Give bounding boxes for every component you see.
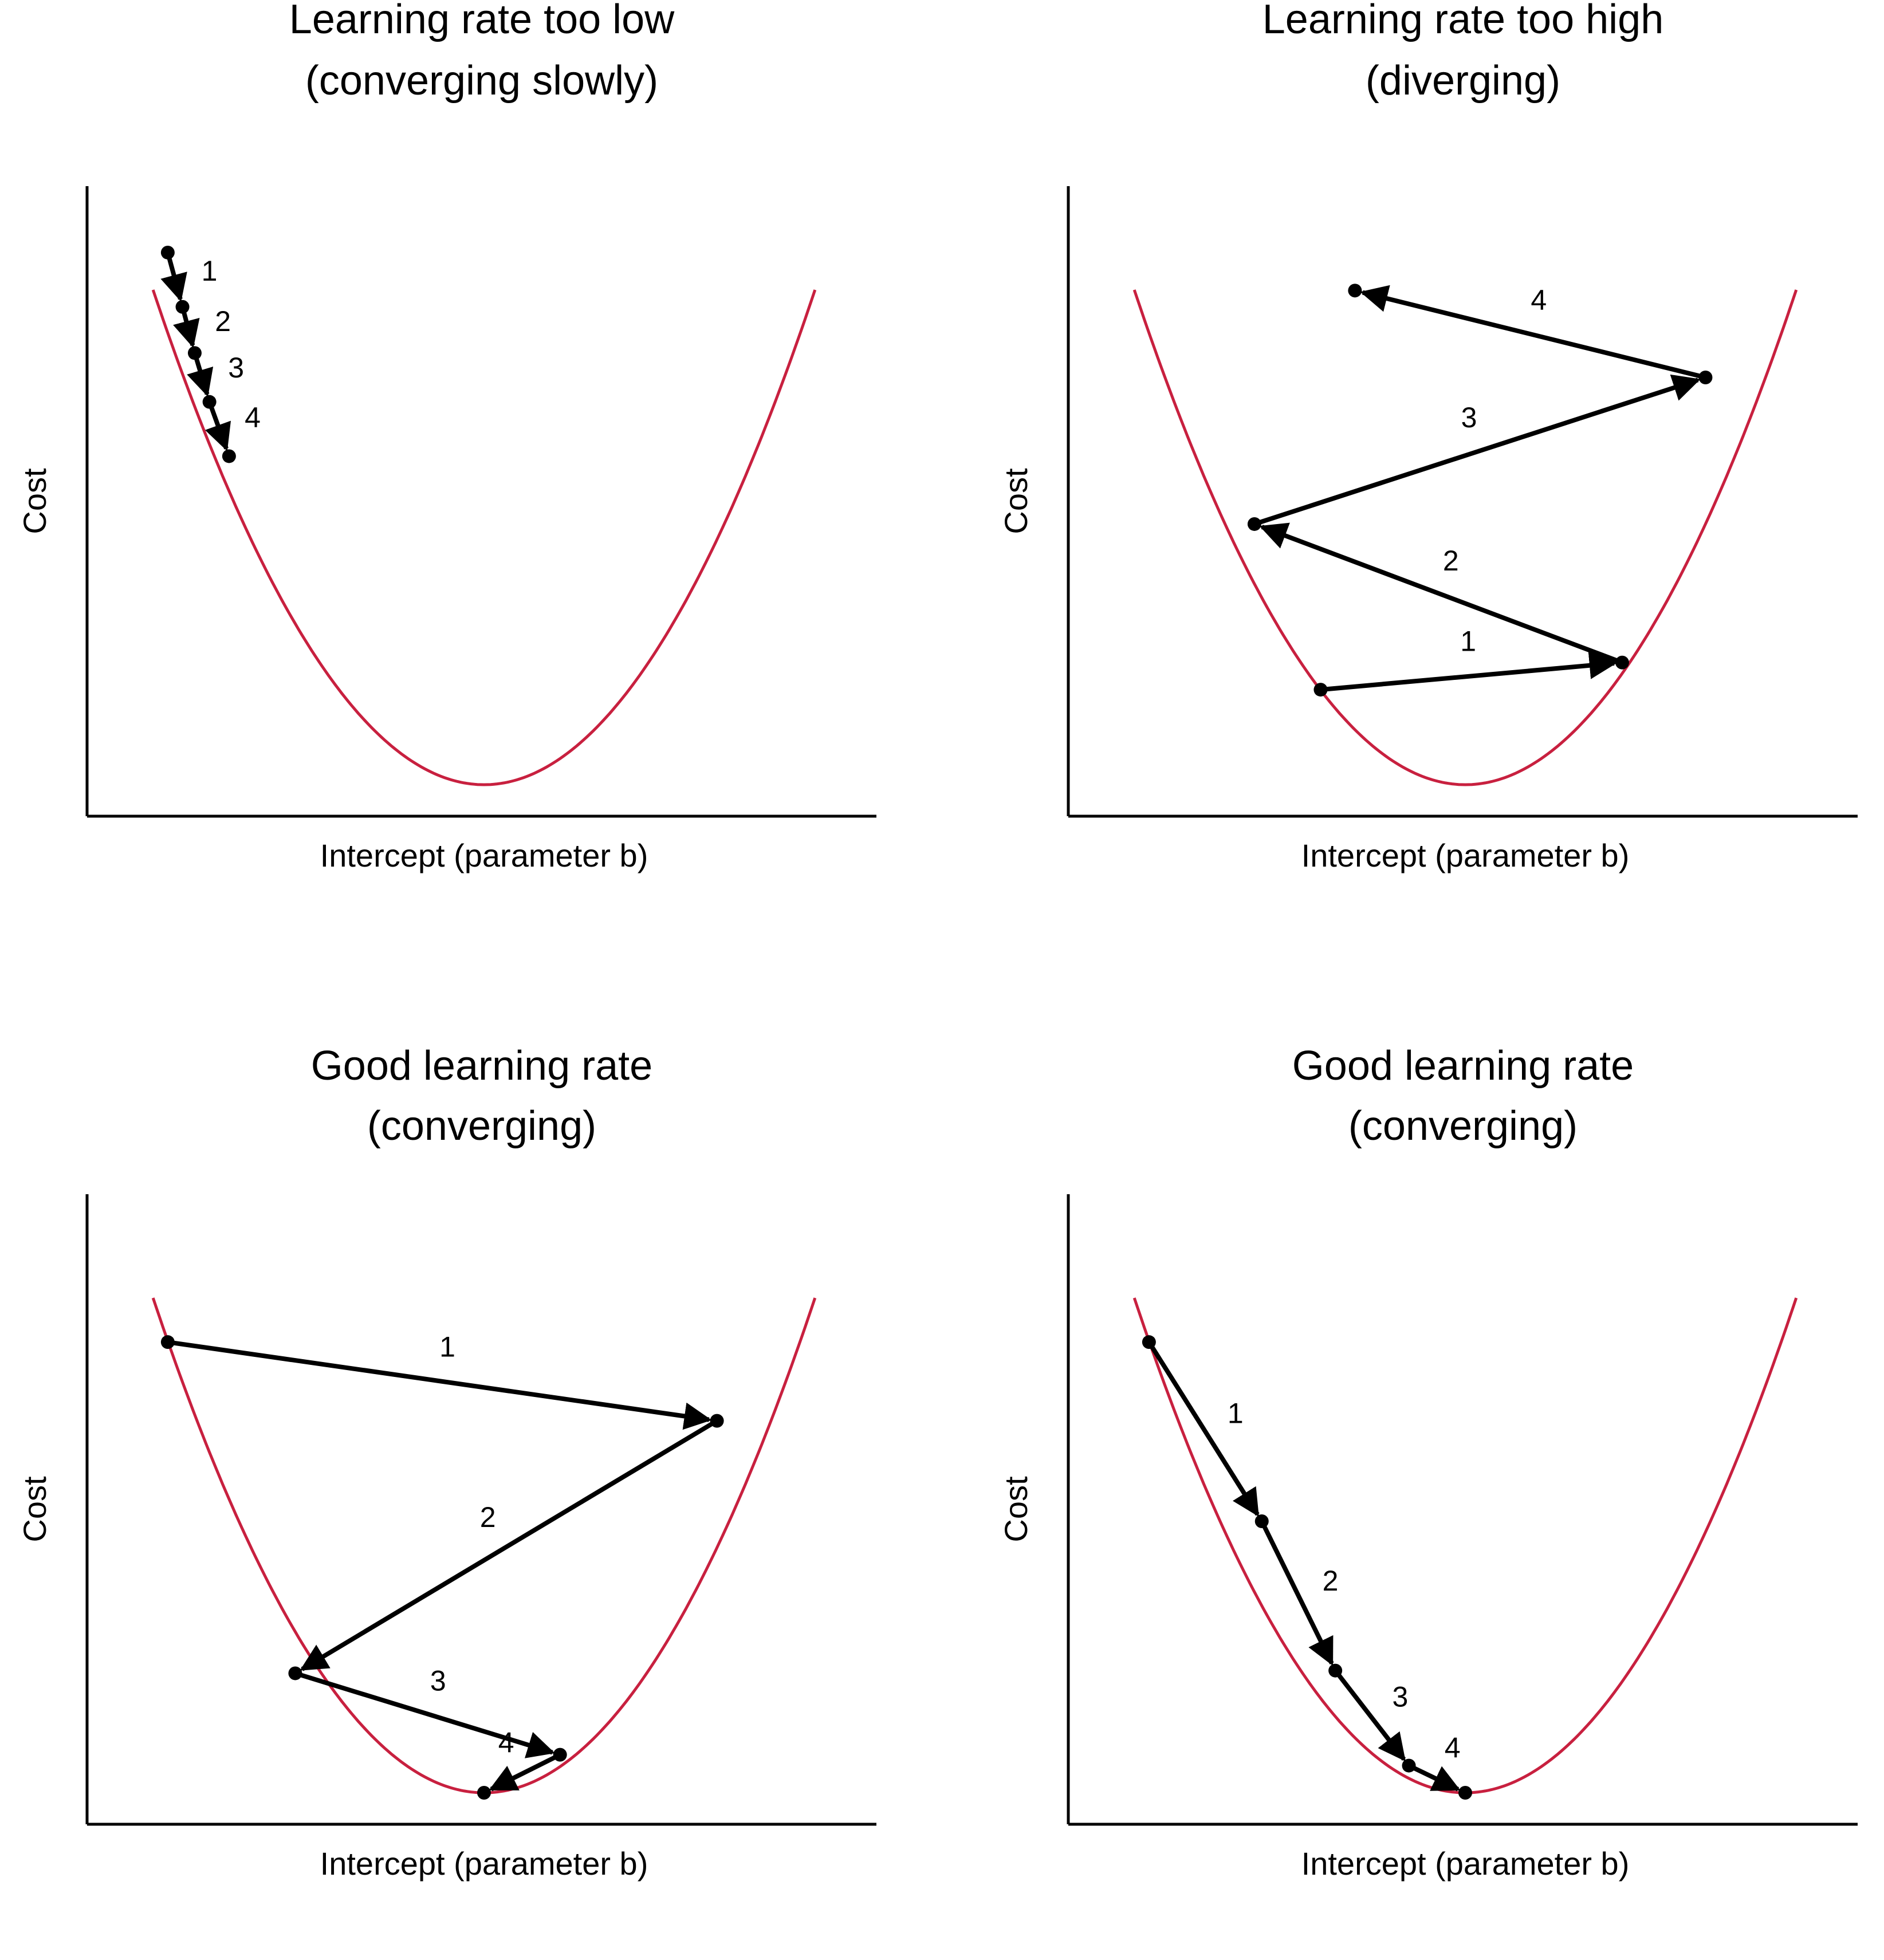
step-label-2: 2 (1323, 1565, 1339, 1597)
chart-title-line-2: (converging slowly) (305, 58, 658, 104)
step-arrow-4 (204, 401, 231, 451)
chart-title-line-1: Good learning rate (311, 1043, 652, 1089)
step-arrow-1 (167, 1340, 712, 1430)
chart-title-line-1: Good learning rate (1292, 1043, 1634, 1089)
y-axis-label: Cost (998, 468, 1034, 534)
step-arrow-2 (1259, 522, 1623, 665)
step-point-1 (710, 1414, 724, 1428)
y-axis-label: Cost (17, 1476, 53, 1542)
y-axis-label: Cost (998, 1476, 1034, 1542)
step-label-2: 2 (215, 305, 231, 337)
step-label-4: 4 (1531, 284, 1547, 316)
step-label-4: 4 (245, 402, 261, 434)
cost-curve (151, 289, 817, 786)
step-point-3 (1402, 1758, 1416, 1773)
cost-curve (151, 1297, 817, 1794)
cost-curve (1132, 289, 1798, 786)
chart-title-line-2: (diverging) (1366, 58, 1560, 104)
step-point-1 (175, 300, 190, 314)
chart-title-line-1: Learning rate too high (1262, 0, 1664, 42)
step-arrow-2 (1260, 1520, 1334, 1666)
step-arrow-3 (187, 352, 214, 397)
step-label-1: 1 (1228, 1398, 1244, 1430)
step-arrow-2 (300, 1419, 718, 1671)
step-label-3: 3 (1392, 1681, 1408, 1713)
panel-top-right: Learning rate too high (diverging) Interce… (998, 0, 1858, 873)
step-label-1: 1 (439, 1331, 455, 1363)
step-arrow-4 (1407, 1763, 1461, 1792)
step-point-3 (553, 1748, 567, 1762)
step-arrow-4 (489, 1753, 561, 1792)
chart-title-line-2: (converging) (367, 1103, 596, 1149)
step-point-2 (187, 346, 202, 360)
step-point-0 (160, 1335, 175, 1349)
step-label-3: 3 (1461, 402, 1477, 434)
step-point-1 (1615, 655, 1629, 670)
step-point-0 (160, 245, 175, 259)
step-point-4 (1458, 1786, 1472, 1800)
y-axis-label: Cost (17, 468, 53, 534)
step-arrow-4 (1360, 285, 1706, 380)
panel-bottom-left: Good learning rate (converging) Intercept … (17, 1043, 876, 1882)
panel-top-left: Learning rate too low (converging slowly)… (17, 0, 876, 873)
step-label-3: 3 (430, 1664, 446, 1697)
x-axis-label: Intercept (parameter b) (1301, 1845, 1630, 1882)
step-point-0 (1142, 1335, 1156, 1349)
step-label-4: 4 (498, 1726, 514, 1758)
step-arrow-3 (294, 1671, 555, 1758)
x-axis-label: Intercept (parameter b) (320, 1845, 648, 1882)
step-label-1: 1 (1460, 625, 1476, 658)
step-point-4 (222, 449, 236, 463)
step-label-1: 1 (202, 255, 218, 287)
step-arrow-1 (160, 251, 187, 302)
panel-bottom-right: Good learning rate (converging) Intercept … (998, 1043, 1858, 1882)
cost-curve (1132, 1297, 1798, 1794)
step-point-2 (288, 1666, 302, 1680)
x-axis-label: Intercept (parameter b) (320, 837, 648, 873)
x-axis-label: Intercept (parameter b) (1301, 837, 1630, 873)
step-arrow-1 (1147, 1341, 1260, 1517)
step-label-4: 4 (1445, 1731, 1461, 1764)
step-point-3 (1698, 371, 1713, 384)
step-label-2: 2 (480, 1501, 496, 1533)
step-point-4 (1348, 284, 1362, 298)
step-point-3 (202, 395, 217, 409)
step-arrow-3 (1253, 374, 1701, 526)
step-arrow-3 (1333, 1669, 1406, 1762)
step-point-1 (1254, 1514, 1269, 1528)
step-point-4 (477, 1786, 491, 1800)
step-point-2 (1328, 1663, 1343, 1678)
step-point-2 (1247, 517, 1261, 531)
chart-title-line-1: Learning rate too low (289, 0, 675, 42)
step-point-0 (1313, 683, 1328, 697)
step-label-2: 2 (1443, 545, 1459, 577)
step-label-3: 3 (228, 352, 244, 384)
step-arrow-1 (1320, 651, 1617, 692)
chart-title-line-2: (converging) (1348, 1103, 1578, 1149)
